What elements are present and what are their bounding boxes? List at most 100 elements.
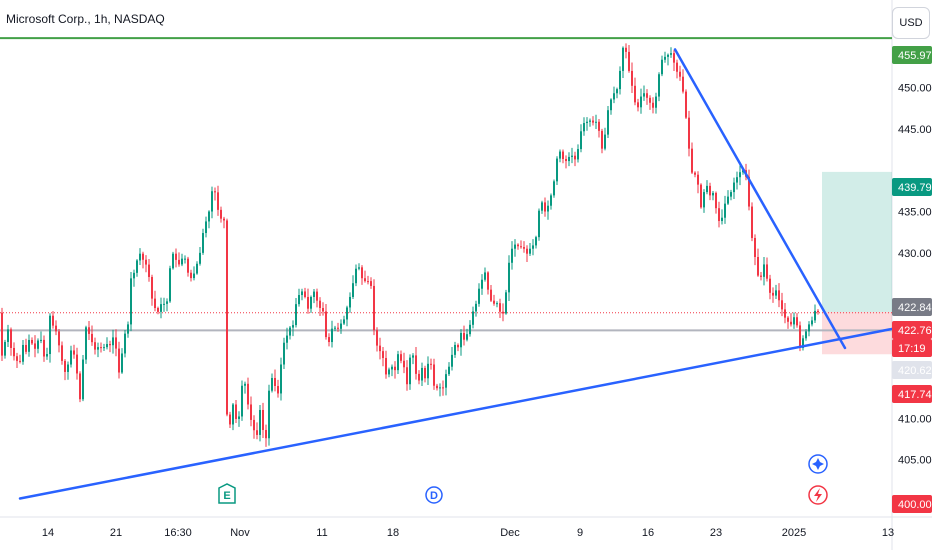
candle-body bbox=[487, 272, 489, 290]
candle-body bbox=[385, 358, 387, 375]
price-tag-label: 455.97 bbox=[898, 50, 932, 62]
time-tick-label: 14 bbox=[42, 527, 54, 539]
candle-body bbox=[769, 278, 771, 293]
candle-body bbox=[232, 404, 234, 425]
candle-body bbox=[817, 310, 819, 313]
candle-body bbox=[403, 360, 405, 368]
candle-body bbox=[82, 359, 84, 400]
candle-body bbox=[202, 233, 204, 253]
candle-body bbox=[490, 289, 492, 301]
plot-area[interactable] bbox=[0, 0, 892, 517]
candle-body bbox=[307, 296, 309, 309]
candle-body bbox=[799, 325, 801, 348]
time-tick-label: 23 bbox=[710, 527, 722, 539]
event-marker[interactable]: E bbox=[218, 483, 236, 504]
price-axis[interactable]: 450.00 445.00 435.00 430.00 410.00 405.00 bbox=[898, 82, 932, 466]
descending-trendline[interactable] bbox=[673, 48, 847, 350]
candle-body bbox=[457, 344, 459, 348]
lightning-icon[interactable] bbox=[808, 485, 828, 505]
candle-body bbox=[103, 347, 105, 349]
candle-body bbox=[382, 351, 384, 359]
candle-body bbox=[604, 134, 606, 149]
candle-body bbox=[256, 430, 258, 435]
candle-body bbox=[721, 217, 723, 222]
price-tick-label: 445.00 bbox=[898, 124, 932, 136]
candle-body bbox=[61, 345, 63, 361]
star-icon[interactable] bbox=[808, 454, 828, 474]
event-marker-label: D bbox=[430, 490, 438, 502]
candle-body bbox=[610, 99, 612, 111]
candle-body bbox=[325, 311, 327, 338]
candle-body bbox=[244, 383, 246, 386]
candle-body bbox=[685, 91, 687, 118]
price-tick-label: 410.00 bbox=[898, 413, 932, 425]
candle-body bbox=[124, 333, 126, 354]
candle-body bbox=[64, 360, 66, 372]
candle-body bbox=[697, 174, 699, 185]
candle-body bbox=[655, 96, 657, 108]
candle-body bbox=[808, 324, 810, 332]
candle-body bbox=[466, 334, 468, 340]
candle-body bbox=[688, 117, 690, 149]
candle-body bbox=[265, 429, 267, 439]
candle-body bbox=[280, 364, 282, 394]
candle-body bbox=[781, 300, 783, 310]
candle-body bbox=[709, 185, 711, 196]
candle-body bbox=[409, 357, 411, 385]
candle-body bbox=[427, 363, 429, 379]
candle-body bbox=[778, 290, 780, 301]
candle-body bbox=[13, 347, 15, 357]
candle-body bbox=[160, 304, 162, 312]
candles bbox=[1, 43, 819, 447]
candle-body bbox=[133, 272, 135, 279]
candle-body bbox=[649, 97, 651, 103]
candle-body bbox=[565, 158, 567, 162]
candle-body bbox=[346, 307, 348, 320]
candle-body bbox=[703, 192, 705, 208]
candle-body bbox=[538, 210, 540, 238]
candle-body bbox=[67, 364, 69, 372]
time-tick-label: 9 bbox=[577, 527, 583, 539]
target-zone[interactable] bbox=[822, 171, 892, 313]
candle-body bbox=[100, 347, 102, 349]
candle-body bbox=[127, 324, 129, 334]
candle-body bbox=[499, 303, 501, 312]
candle-body bbox=[553, 181, 555, 196]
candle-body bbox=[574, 155, 576, 160]
currency-button[interactable]: USD bbox=[892, 7, 930, 39]
candle-body bbox=[268, 390, 270, 439]
candle-body bbox=[526, 248, 528, 254]
candle-body bbox=[760, 275, 762, 277]
event-marker[interactable]: D bbox=[425, 486, 443, 504]
candle-body bbox=[628, 51, 630, 71]
price-tick-label: 405.00 bbox=[898, 455, 932, 467]
candle-body bbox=[334, 327, 336, 329]
candle-body bbox=[514, 244, 516, 249]
candle-body bbox=[379, 345, 381, 352]
price-tag bbox=[892, 46, 932, 64]
candle-body bbox=[505, 292, 507, 314]
candle-body bbox=[34, 343, 36, 349]
candle-body bbox=[601, 130, 603, 149]
price-tag-label: 417.74 bbox=[898, 389, 932, 401]
candle-body bbox=[301, 291, 303, 296]
price-tag bbox=[892, 361, 932, 379]
ascending-trendline[interactable] bbox=[18, 327, 894, 500]
candle-body bbox=[187, 258, 189, 273]
candle-body bbox=[88, 327, 90, 334]
candle-body bbox=[292, 325, 294, 328]
price-tag-label: 422.76 bbox=[898, 325, 932, 337]
candle-body bbox=[502, 311, 504, 314]
stop-zone[interactable] bbox=[822, 312, 892, 355]
candle-body bbox=[583, 123, 585, 132]
time-axis[interactable]: 14 21 16:30 Nov 11 18 Dec 9 16 23 2025 13 bbox=[42, 527, 894, 539]
candle-body bbox=[16, 356, 18, 361]
candle-body bbox=[178, 259, 180, 265]
candle-body bbox=[145, 259, 147, 265]
time-tick-label: 2025 bbox=[782, 527, 806, 539]
candle-body bbox=[481, 279, 483, 289]
candle-body bbox=[748, 176, 750, 207]
candle-body bbox=[154, 298, 156, 308]
candle-body bbox=[163, 303, 165, 305]
